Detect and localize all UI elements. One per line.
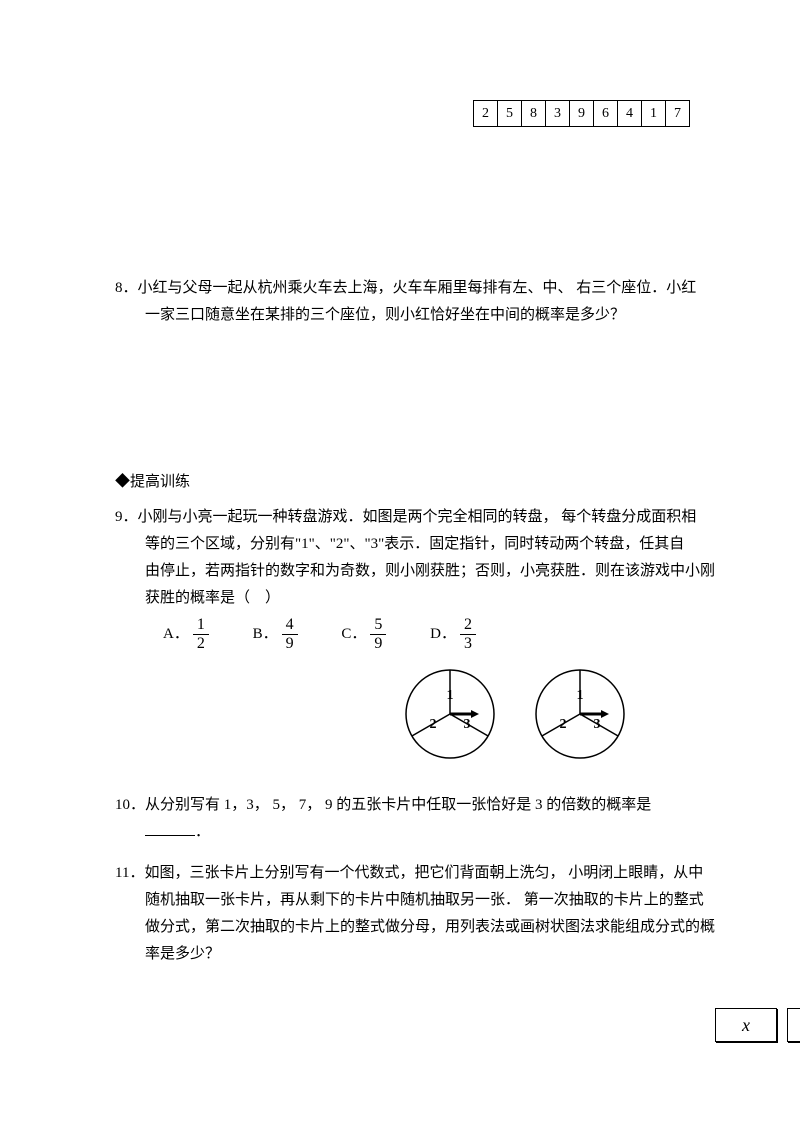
question-11: 11．如图，三张卡片上分别写有一个代数式，把它们背面朝上洗匀， 小明闭上眼睛，从… (115, 860, 800, 968)
q11-line4: 率是多少？ (115, 941, 800, 968)
grid-cell: 9 (570, 101, 594, 127)
choice-c-label: C． (341, 621, 366, 648)
card-1: x (715, 1008, 777, 1042)
cards-row: x x−1 2 (715, 1008, 800, 1042)
spinner1-label1: 1 (447, 688, 454, 703)
grid-cell: 6 (594, 101, 618, 127)
choice-a-label: A． (163, 621, 189, 648)
q10-number: 10． (115, 797, 145, 813)
q10-blank (145, 835, 195, 836)
q8-number: 8． (115, 280, 138, 296)
question-8: 8．小红与父母一起从杭州乘火车去上海，火车车厢里每排有左、中、 右三个座位．小红… (115, 275, 800, 329)
choice-a: A．12 (163, 616, 209, 652)
choice-b-frac: 49 (282, 616, 298, 652)
q11-number: 11． (115, 865, 144, 881)
choice-c: C．59 (341, 616, 386, 652)
spinner1-label3: 3 (464, 717, 471, 732)
q10-suffix: ． (195, 824, 210, 840)
q9-number: 9． (115, 509, 138, 525)
number-grid: 2 5 8 3 9 6 4 1 7 (473, 100, 690, 127)
q9-line1: 小刚与小亮一起玩一种转盘游戏．如图是两个完全相同的转盘， 每个转盘分成面积相 (138, 509, 697, 525)
spinner2-label2: 2 (559, 717, 566, 732)
card-2: x−1 (787, 1008, 800, 1042)
choice-b: B．49 (253, 616, 298, 652)
q11-line2: 随机抽取一张卡片，再从剩下的卡片中随机抽取另一张． 第一次抽取的卡片上的整式 (115, 887, 800, 914)
q9-line2: 等的三个区域，分别有"1"、"2"、"3"表示．固定指针，同时转动两个转盘，任其… (115, 531, 800, 558)
grid-cell: 1 (642, 101, 666, 127)
choice-d-frac: 23 (460, 616, 476, 652)
q11-line3: 做分式，第二次抽取的卡片上的整式做分母，用列表法或画树状图法求能组成分式的概 (115, 914, 800, 941)
q11-line1: 如图，三张卡片上分别写有一个代数式，把它们背面朝上洗匀， 小明闭上眼睛，从中 (144, 865, 703, 881)
grid-cell: 4 (618, 101, 642, 127)
choice-c-frac: 59 (370, 616, 386, 652)
q10-line1: 从分别写有 1，3， 5， 7， 9 的五张卡片中任取一张恰好是 3 的倍数的概… (145, 797, 651, 813)
q9-line4: 获胜的概率是（ ） (115, 585, 800, 612)
spinners: 1 2 3 1 2 3 (115, 664, 800, 774)
grid-cell: 7 (666, 101, 690, 127)
grid-cell: 8 (522, 101, 546, 127)
spinner1-label2: 2 (430, 717, 437, 732)
choice-a-frac: 12 (193, 616, 209, 652)
content-area: 8．小红与父母一起从杭州乘火车去上海，火车车厢里每排有左、中、 右三个座位．小红… (115, 275, 800, 968)
spinner-2: 1 2 3 (525, 664, 635, 764)
spinner2-label3: 3 (593, 717, 600, 732)
question-9: 9．小刚与小亮一起玩一种转盘游戏．如图是两个完全相同的转盘， 每个转盘分成面积相… (115, 504, 800, 774)
grid-cell: 2 (474, 101, 498, 127)
grid-cell: 5 (498, 101, 522, 127)
choice-d-label: D． (430, 621, 456, 648)
q9-line3: 由停止，若两指针的数字和为奇数，则小刚获胜；否则，小亮获胜．则在该游戏中小刚 (115, 558, 800, 585)
q8-line2: 一家三口随意坐在某排的三个座位，则小红恰好坐在中间的概率是多少？ (115, 302, 800, 329)
q9-choices: A．12 B．49 C．59 D．23 (115, 616, 800, 652)
choice-b-label: B． (253, 621, 278, 648)
q8-line1: 小红与父母一起从杭州乘火车去上海，火车车厢里每排有左、中、 右三个座位．小红 (138, 280, 697, 296)
section-title: ◆提高训练 (115, 469, 800, 496)
spinner2-label1: 1 (576, 688, 583, 703)
spinner-1: 1 2 3 (395, 664, 505, 764)
question-10: 10．从分别写有 1，3， 5， 7， 9 的五张卡片中任取一张恰好是 3 的倍… (115, 792, 800, 846)
grid-cell: 3 (546, 101, 570, 127)
choice-d: D．23 (430, 616, 476, 652)
